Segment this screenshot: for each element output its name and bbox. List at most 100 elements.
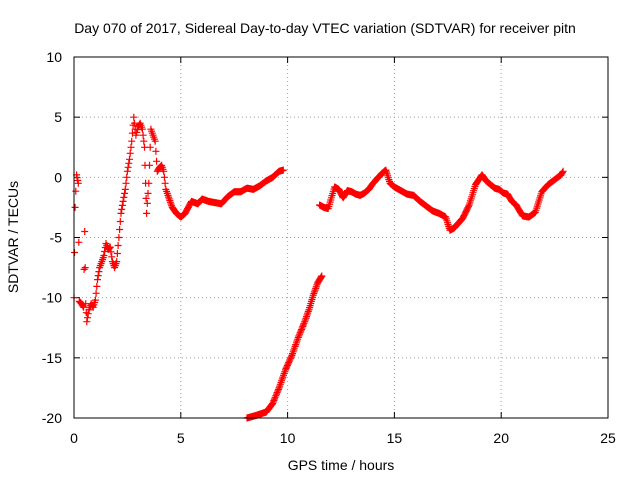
data-point: [120, 193, 128, 201]
data-point: [121, 185, 129, 193]
data-point: [126, 155, 133, 163]
data-point: [144, 189, 152, 197]
data-point: [118, 205, 126, 213]
data-point: [89, 302, 96, 310]
data-point: [143, 199, 151, 207]
data-point: [558, 169, 566, 176]
x-tick-label: 10: [280, 430, 296, 446]
data-point: [139, 131, 147, 139]
y-tick-label: -20: [42, 410, 62, 426]
data-point: [107, 248, 115, 256]
x-tick-label: 0: [70, 430, 78, 446]
x-tick-label: 25: [600, 430, 616, 446]
data-point: [123, 167, 131, 175]
data-point: [116, 218, 124, 225]
data-point: [91, 296, 99, 304]
x-tick-label: 20: [493, 430, 509, 446]
data-point: [118, 201, 126, 209]
data-point: [81, 264, 89, 272]
data-point: [94, 272, 102, 280]
data-point: [108, 253, 116, 261]
y-tick-label: 0: [54, 169, 62, 185]
data-point: [113, 250, 121, 257]
plot-frame: [73, 56, 609, 419]
data-point: [279, 166, 287, 174]
y-tick-label: -5: [50, 230, 63, 246]
data-point: [92, 289, 100, 297]
data-point: [318, 272, 326, 280]
data-point: [126, 149, 134, 157]
data-point: [94, 276, 101, 284]
data-point: [95, 268, 103, 276]
data-point: [146, 161, 153, 169]
data-point: [130, 113, 138, 121]
data-point: [295, 332, 303, 340]
data-point: [125, 159, 133, 167]
x-axis-label: GPS time / hours: [288, 457, 395, 473]
data-point: [160, 173, 168, 181]
data-point: [287, 353, 295, 361]
data-point: [161, 179, 169, 187]
data-point: [138, 125, 146, 133]
data-point: [273, 389, 281, 397]
data-point: [304, 307, 312, 315]
data-point: [81, 228, 89, 235]
data-point: [269, 400, 277, 408]
data-point: [298, 324, 306, 332]
data-point: [559, 167, 567, 175]
data-point: [117, 209, 125, 217]
data-point: [106, 244, 114, 252]
data-point: [270, 396, 278, 404]
data-point: [114, 242, 122, 249]
data-point: [140, 137, 148, 145]
data-point: [300, 319, 308, 327]
data-point: [151, 137, 159, 145]
data-point: [153, 157, 161, 165]
data-points: [70, 113, 567, 422]
data-point: [121, 189, 129, 197]
data-point: [71, 203, 79, 211]
data-point: [160, 167, 168, 175]
data-point: [84, 310, 92, 318]
data-point: [310, 290, 318, 297]
data-point: [74, 179, 82, 187]
data-point: [145, 179, 153, 187]
data-point: [271, 393, 279, 401]
x-tick-label: 15: [387, 430, 403, 446]
data-point: [152, 147, 160, 155]
chart-title: Day 070 of 2017, Sidereal Day-to-day VTE…: [74, 20, 576, 36]
data-point: [113, 258, 121, 266]
data-point: [116, 226, 124, 233]
data-point: [75, 238, 83, 246]
data-point: [100, 252, 108, 259]
data-point: [146, 143, 154, 151]
y-tick-label: 5: [54, 109, 62, 125]
data-point: [72, 187, 80, 195]
data-point: [465, 202, 472, 210]
data-point: [101, 248, 109, 255]
data-point: [106, 243, 114, 251]
y-tick-label: -15: [42, 350, 62, 366]
data-point: [115, 234, 123, 241]
data-point: [80, 303, 88, 311]
data-point: [143, 209, 151, 217]
data-point: [119, 197, 127, 205]
data-point: [142, 194, 150, 202]
y-tick-label: 10: [46, 49, 62, 65]
data-point: [297, 327, 305, 335]
data-point: [274, 386, 282, 393]
y-axis-label: SDTVAR / TECUs: [5, 181, 21, 293]
data-point: [123, 173, 131, 181]
x-tick-label: 5: [177, 430, 185, 446]
tick-labels: 0 5 10 15 20 25 -20 -15 -10 -5 0 5 10: [42, 49, 616, 446]
data-point: [122, 179, 130, 187]
data-point: [128, 137, 136, 145]
data-point: [93, 282, 101, 290]
data-point: [83, 318, 91, 326]
data-point: [127, 143, 135, 151]
grid-lines: [74, 57, 608, 418]
data-point: [84, 314, 91, 322]
y-tick-label: -10: [42, 290, 62, 306]
data-point: [80, 265, 88, 273]
